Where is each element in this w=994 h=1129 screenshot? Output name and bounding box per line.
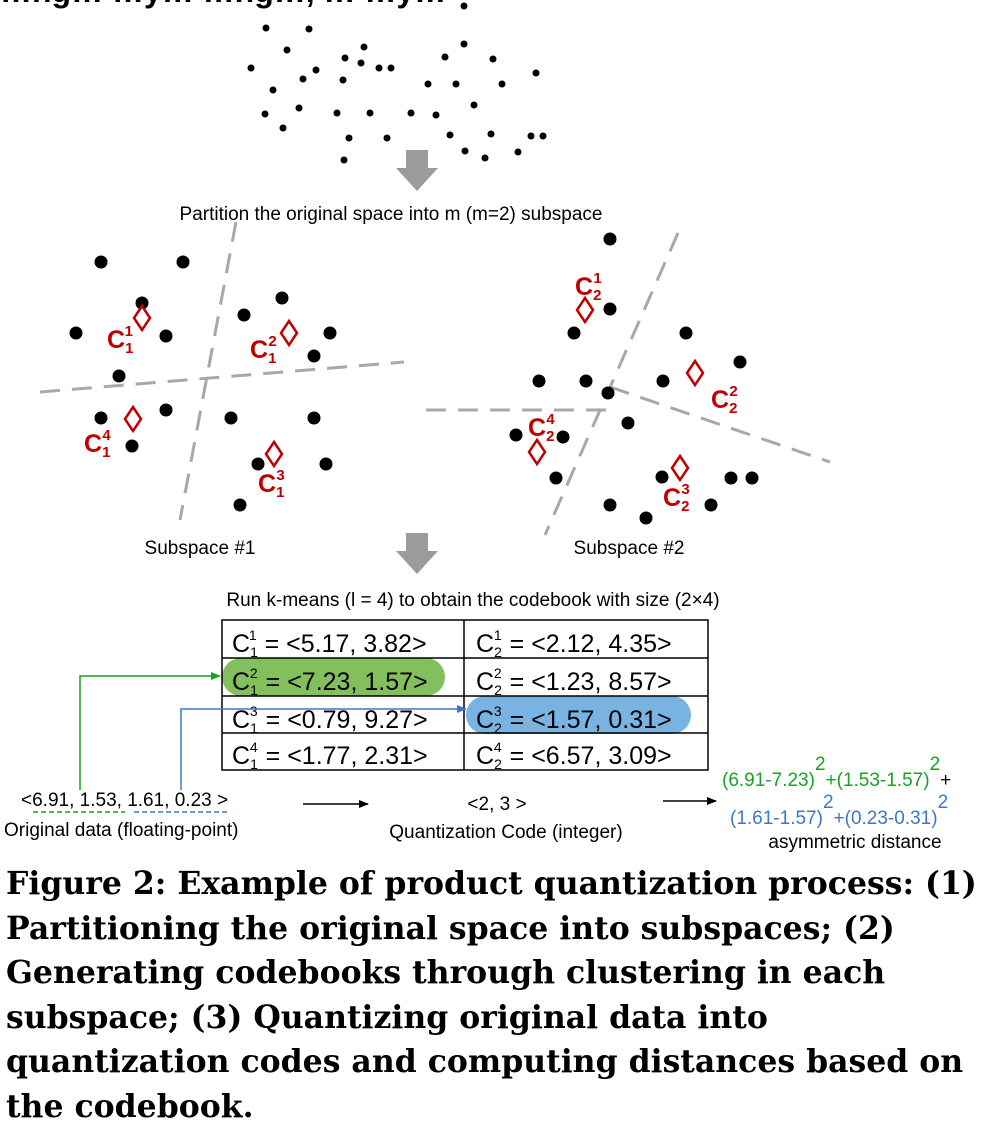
subspace2-label: Subspace #2 — [574, 538, 685, 559]
original-data-label: Original data (floating-point) — [4, 820, 238, 841]
down-arrow-2 — [396, 533, 438, 574]
subspace1-label: Subspace #1 — [145, 538, 256, 559]
codebook-cell-subspace2: C23 = <1.57, 0.31> — [476, 703, 672, 736]
subspace2-partition-lines — [426, 232, 831, 536]
svg-text:C12: C12 — [250, 333, 277, 367]
subspace-1: C11 C12 C14 C13 Subspace #1 — [39, 221, 405, 559]
codebook-cell-subspace1: C13 = <0.79, 9.27> — [232, 703, 428, 736]
subspace2-centroid-labels: C21 C22 C24 C23 — [528, 270, 738, 515]
down-arrow-1 — [396, 150, 438, 191]
distance-label: asymmetric distance — [768, 832, 941, 853]
codebook-cell-subspace1: C12 = <7.23, 1.57> — [232, 665, 428, 698]
pq-diagram: …ng… …y… …ng…, … …y… Partition the origi… — [0, 0, 951, 853]
subspace1-centroid-labels: C11 C12 C14 C13 — [84, 323, 285, 501]
subspace2-centroids — [527, 295, 705, 483]
quant-code-value: <2, 3 > — [467, 794, 526, 815]
step2-label: Run k-means (l = 4) to obtain the codebo… — [226, 590, 719, 611]
step1-label: Partition the original space into m (m=2… — [180, 204, 603, 225]
centroid-marker — [575, 295, 595, 325]
codebook-table: C11 = <5.17, 3.82> C21 = <2.12, 4.35> C12 = <… — [221, 619, 709, 772]
svg-text:C23: C23 — [663, 481, 690, 515]
svg-text:(1.61-1.57)2+(0.23-0.31)2: (1.61-1.57)2+(0.23-0.31)2 — [730, 792, 948, 829]
subspace2-points — [509, 232, 759, 525]
codebook-cell-subspace1: C11 = <5.17, 3.82> — [232, 627, 427, 660]
codebook-cell-subspace2: C22 = <1.23, 8.57> — [476, 665, 672, 698]
subspace1-points — [69, 255, 337, 512]
centroid-marker — [123, 404, 143, 434]
svg-text:C24: C24 — [528, 411, 555, 445]
svg-text:(6.91-7.23)2+(1.53-1.57)2+: (6.91-7.23)2+(1.53-1.57)2+ — [722, 754, 951, 791]
codebook-cell-subspace1: C14 = <1.77, 2.31> — [232, 739, 428, 772]
codebook-cell-subspace2: C24 = <6.57, 3.09> — [476, 739, 672, 772]
subspace1-centroids — [123, 303, 299, 469]
distance-formula: (6.91-7.23)2+(1.53-1.57)2+ (1.61-1.57)2+… — [722, 754, 951, 829]
svg-text:C14: C14 — [84, 427, 111, 461]
green-link-arrow — [79, 672, 221, 790]
codebook-cell-subspace2: C21 = <2.12, 4.35> — [476, 627, 672, 660]
blue-link-arrow — [180, 705, 467, 790]
centroid-marker — [685, 358, 705, 388]
top-partial-text: …ng… …y… …ng…, … …y… — [0, 0, 446, 9]
centroid-marker — [279, 318, 299, 348]
highlight-green — [222, 658, 445, 696]
subspace1-partition-lines — [39, 221, 405, 521]
svg-text:C13: C13 — [258, 467, 285, 501]
figure-caption: Figure 2: Example of product quantizatio… — [6, 865, 977, 1125]
highlight-blue — [466, 696, 691, 734]
original-point-cloud — [247, 2, 547, 164]
centroid-marker — [132, 303, 152, 333]
centroid-marker — [264, 439, 284, 469]
svg-text:C22: C22 — [711, 383, 738, 417]
subspace-2: C21 C22 C24 C23 Subspace #2 — [426, 232, 831, 559]
original-data-vector: <6.91, 1.53, 1.61, 0.23 > — [21, 790, 228, 811]
svg-text:C21: C21 — [575, 270, 602, 304]
quant-code-label: Quantization Code (integer) — [389, 822, 622, 843]
svg-text:C11: C11 — [107, 323, 133, 357]
centroid-marker — [527, 437, 547, 467]
centroid-marker — [670, 453, 690, 483]
